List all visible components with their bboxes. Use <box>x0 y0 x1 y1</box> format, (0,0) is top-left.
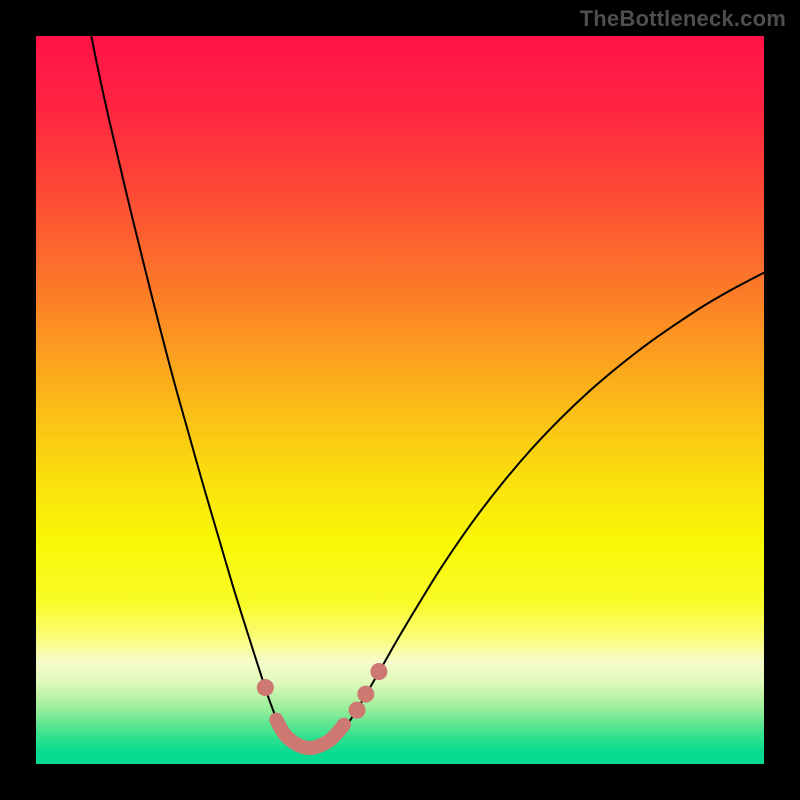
watermark-text: TheBottleneck.com <box>580 6 786 32</box>
chart-svg <box>36 36 764 764</box>
plot-area <box>36 36 764 764</box>
chart-frame: TheBottleneck.com <box>0 0 800 800</box>
marker-dot <box>349 702 366 719</box>
marker-dot <box>357 686 374 703</box>
chart-background <box>36 36 764 764</box>
marker-dot <box>370 663 387 680</box>
marker-dot <box>257 679 274 696</box>
